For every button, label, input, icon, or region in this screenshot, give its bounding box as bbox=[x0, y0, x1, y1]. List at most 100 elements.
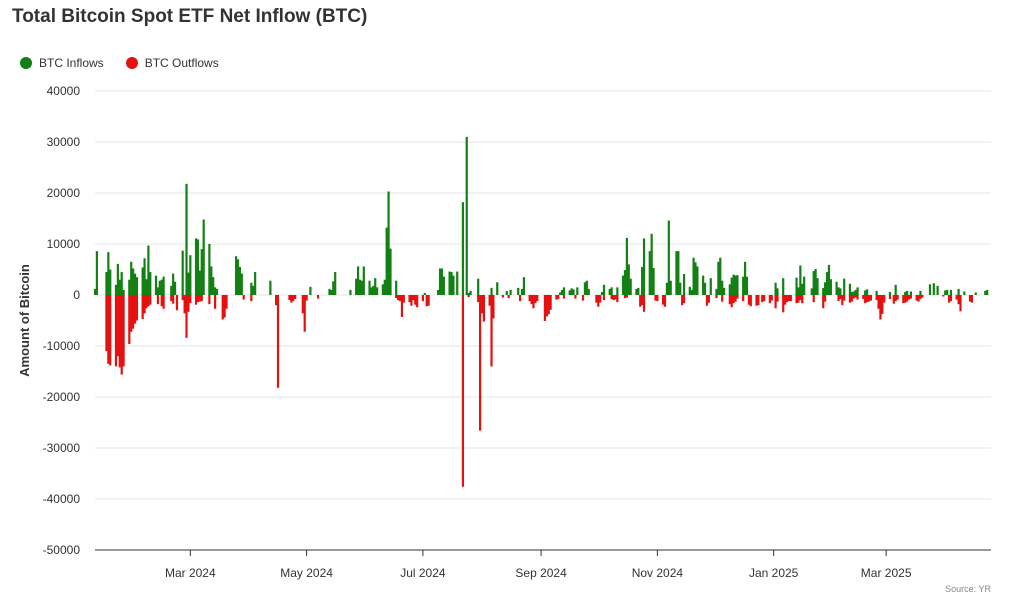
inflow-bar bbox=[709, 278, 712, 295]
inflow-bar bbox=[149, 272, 152, 295]
legend-item-inflows[interactable]: BTC Inflows bbox=[20, 56, 104, 70]
outflow-bar bbox=[614, 295, 617, 300]
outflow-bar bbox=[968, 295, 972, 302]
outflow-bar bbox=[530, 295, 533, 305]
inflow-bar bbox=[358, 279, 362, 295]
inflow-bar bbox=[616, 287, 619, 295]
outflow-bar bbox=[749, 295, 752, 307]
inflow-bar bbox=[928, 284, 932, 295]
outflow-bar bbox=[581, 295, 585, 301]
inflow-bar bbox=[107, 252, 110, 295]
outflow-bar bbox=[194, 295, 198, 305]
inflow-bar bbox=[509, 289, 512, 295]
legend-outflows-label: BTC Outflows bbox=[144, 56, 219, 70]
outflow-bar bbox=[547, 295, 550, 315]
outflow-bar bbox=[595, 295, 598, 303]
outflow-bar bbox=[501, 295, 505, 298]
outflow-bar bbox=[555, 295, 558, 300]
inflow-bar bbox=[437, 289, 440, 295]
inflow-bar bbox=[635, 288, 638, 295]
inflow-bar bbox=[170, 285, 173, 295]
inflow-bar bbox=[212, 277, 215, 295]
outflow-bar bbox=[877, 295, 880, 309]
inflow-bar bbox=[181, 250, 184, 295]
inflow-bar bbox=[362, 266, 365, 295]
inflow-bar bbox=[742, 276, 745, 295]
inflow-bar bbox=[173, 281, 177, 295]
inflow-bar bbox=[734, 275, 737, 295]
outflow-bar bbox=[843, 295, 846, 301]
outflow-bar bbox=[850, 295, 853, 302]
inflow-bar bbox=[837, 287, 840, 295]
inflow-bar bbox=[332, 281, 335, 295]
outflow-bar bbox=[654, 295, 657, 301]
inflow-bar bbox=[385, 227, 388, 295]
outflow-bar bbox=[557, 295, 560, 300]
inflow-bar bbox=[650, 233, 653, 295]
outflow-bar bbox=[490, 295, 493, 367]
outflow-bar bbox=[888, 295, 892, 300]
outflow-bar bbox=[427, 295, 430, 306]
inflow-bar bbox=[360, 280, 363, 295]
inflow-bar bbox=[328, 288, 331, 295]
inflow-bar bbox=[797, 287, 800, 295]
outflow-bar bbox=[787, 295, 791, 302]
inflow-bar bbox=[702, 275, 705, 295]
inflow-bar bbox=[389, 248, 392, 295]
outflow-bar bbox=[276, 295, 280, 388]
outflow-bar bbox=[133, 295, 137, 324]
inflow-bar bbox=[210, 266, 213, 295]
inflow-bar bbox=[829, 279, 832, 295]
inflow-bar bbox=[214, 287, 217, 295]
inflow-bar bbox=[984, 290, 987, 295]
inflow-bar bbox=[822, 287, 825, 295]
outflow-bar bbox=[316, 295, 320, 299]
outflow-bar bbox=[625, 295, 628, 298]
inflow-bar bbox=[825, 272, 829, 295]
legend-item-outflows[interactable]: BTC Outflows bbox=[125, 56, 219, 70]
outflow-bar bbox=[681, 295, 684, 306]
outflow-bar bbox=[288, 295, 291, 301]
inflow-bar bbox=[520, 288, 524, 295]
y-tick-label: -50000 bbox=[43, 543, 81, 557]
inflow-bar bbox=[208, 244, 211, 295]
outflow-bar bbox=[160, 295, 163, 307]
outflow-bar bbox=[896, 295, 899, 300]
outflow-bar bbox=[132, 295, 135, 329]
inflow-bar bbox=[623, 270, 627, 295]
outflow-bar bbox=[532, 295, 535, 309]
inflow-bar bbox=[627, 264, 630, 295]
inflow-bar bbox=[936, 285, 939, 295]
inflow-bar bbox=[875, 290, 878, 295]
inflow-bar bbox=[452, 275, 455, 295]
outflow-bar bbox=[917, 295, 920, 302]
inflow-bar bbox=[252, 285, 255, 295]
inflow-bar bbox=[189, 255, 192, 295]
outflow-bar bbox=[774, 295, 777, 309]
inflow-bar bbox=[932, 283, 935, 295]
inflow-bar bbox=[637, 287, 640, 295]
inflow-bar bbox=[854, 289, 857, 295]
outflow-bar bbox=[728, 295, 731, 305]
inflow-bar bbox=[690, 289, 693, 295]
inflow-bar bbox=[944, 290, 947, 295]
outflow-bar bbox=[303, 295, 306, 332]
outflow-bar bbox=[492, 295, 495, 319]
inflow-bar bbox=[715, 288, 718, 295]
inflow-bar bbox=[130, 261, 133, 295]
inflow-bar bbox=[864, 290, 867, 295]
y-tick-label: 0 bbox=[73, 288, 80, 302]
outflow-bar bbox=[854, 295, 857, 298]
inflow-bar bbox=[133, 273, 137, 295]
outflow-bar bbox=[301, 295, 304, 314]
inflow-bar bbox=[517, 287, 520, 295]
inflow-bar bbox=[562, 287, 566, 295]
outflow-bar bbox=[867, 295, 871, 302]
inflow-bar bbox=[839, 288, 842, 295]
inflow-bar bbox=[703, 282, 707, 295]
inflow-bar bbox=[438, 268, 442, 295]
inflow-bar bbox=[652, 267, 655, 295]
inflow-bar bbox=[505, 290, 508, 295]
inflow-bar bbox=[467, 292, 470, 295]
source-note: Source: YR bbox=[945, 584, 991, 594]
